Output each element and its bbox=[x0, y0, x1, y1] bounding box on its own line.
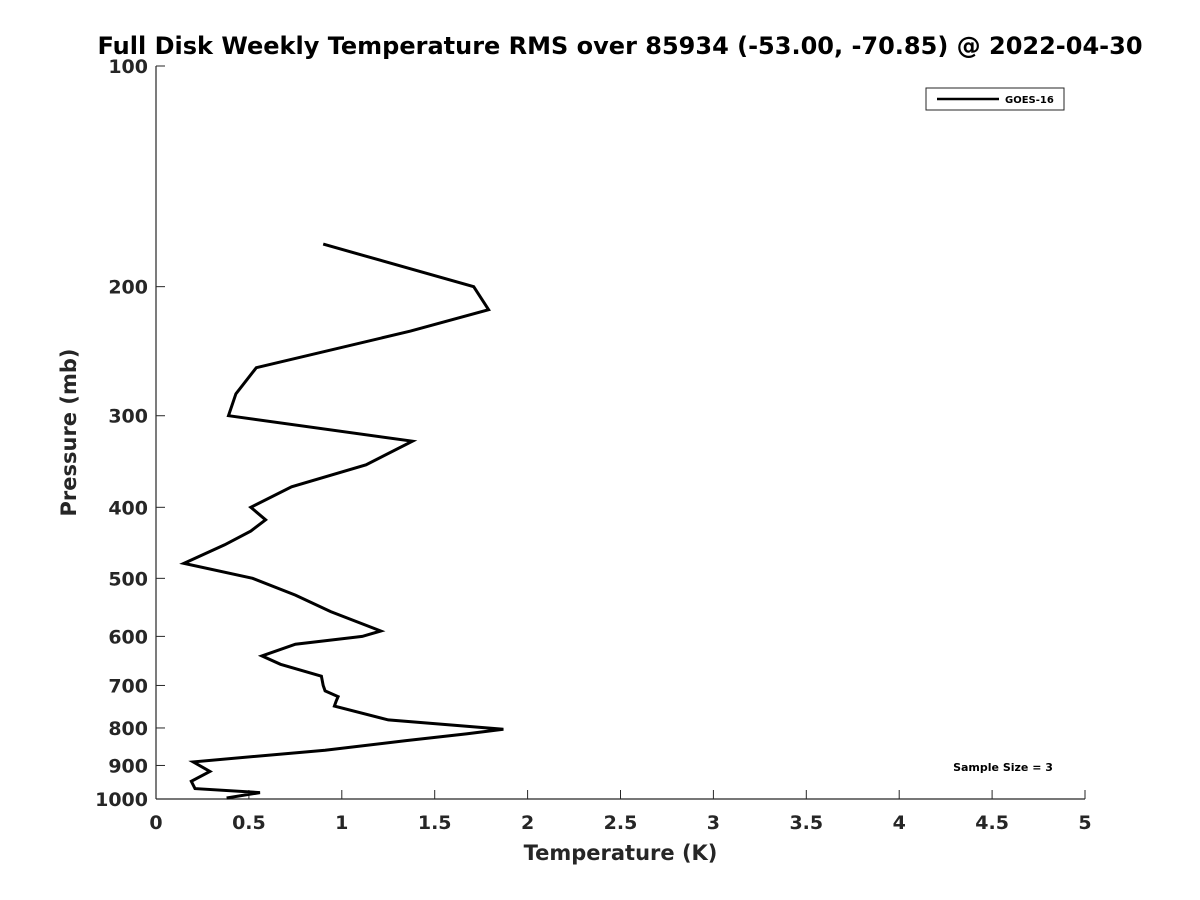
x-tick-label: 5 bbox=[1078, 812, 1091, 834]
x-axis-label: Temperature (K) bbox=[524, 841, 718, 865]
y-tick-label: 1000 bbox=[95, 789, 148, 811]
y-axis-ticks: 100 200 300 400 500 600 700 800 900 1000 bbox=[95, 56, 165, 811]
y-axis-label: Pressure (mb) bbox=[57, 349, 81, 517]
y-tick-label: 700 bbox=[108, 675, 148, 697]
y-tick-label: 500 bbox=[108, 568, 148, 590]
x-tick-label: 3.5 bbox=[789, 812, 823, 834]
x-tick-label: 1.5 bbox=[418, 812, 452, 834]
y-tick-label: 400 bbox=[108, 497, 148, 519]
chart-title: Full Disk Weekly Temperature RMS over 85… bbox=[97, 32, 1142, 60]
legend: GOES-16 bbox=[925, 87, 1065, 111]
x-tick-label: 3 bbox=[707, 812, 720, 834]
x-axis-ticks: 0 0.5 1 1.5 2 2.5 3 3.5 4 4.5 5 bbox=[149, 790, 1092, 834]
legend-label-goes-16: GOES-16 bbox=[1005, 95, 1054, 106]
x-tick-label: 4.5 bbox=[975, 812, 1009, 834]
x-tick-label: 2.5 bbox=[604, 812, 638, 834]
sample-size-annotation: Sample Size = 3 bbox=[953, 761, 1053, 774]
y-tick-label: 100 bbox=[108, 56, 148, 78]
y-tick-label: 600 bbox=[108, 626, 148, 648]
y-tick-label: 800 bbox=[108, 718, 148, 740]
series-layer bbox=[179, 242, 504, 800]
x-tick-label: 4 bbox=[893, 812, 906, 834]
y-tick-label: 900 bbox=[108, 755, 148, 777]
series-line-goes-16 bbox=[179, 242, 504, 800]
y-tick-label: 200 bbox=[108, 277, 148, 299]
x-tick-label: 1 bbox=[335, 812, 348, 834]
x-tick-label: 0.5 bbox=[232, 812, 266, 834]
plot-area bbox=[156, 66, 1085, 799]
x-tick-label: 2 bbox=[521, 812, 534, 834]
x-tick-label: 0 bbox=[149, 812, 162, 834]
y-tick-label: 300 bbox=[108, 406, 148, 428]
